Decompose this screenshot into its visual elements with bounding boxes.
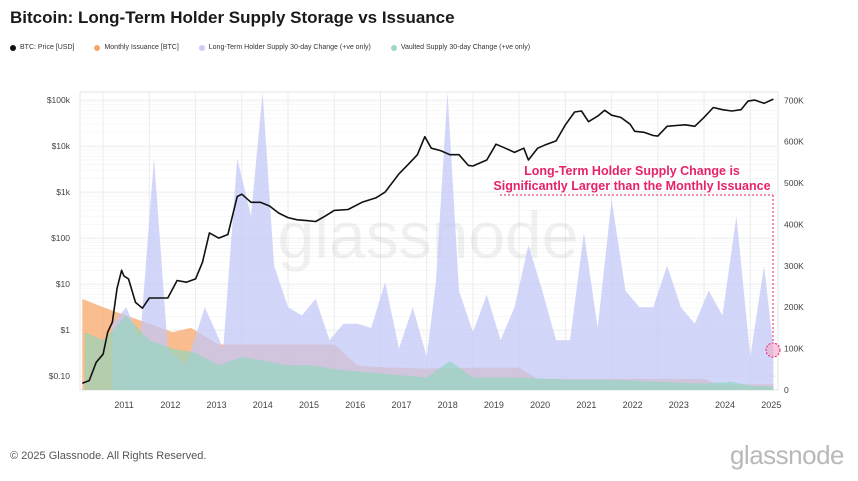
annotation-highlight-circle bbox=[765, 342, 781, 358]
area-series bbox=[82, 92, 774, 390]
watermark-text: glassnode bbox=[278, 198, 579, 272]
legend-item-lth[interactable]: Long-Term Holder Supply 30-day Change (+… bbox=[198, 44, 371, 51]
y-right-tick-label: 600K bbox=[784, 137, 804, 147]
x-tick-label: 2022 bbox=[623, 400, 643, 410]
annotation-line-2: Significantly Larger than the Monthly Is… bbox=[493, 179, 770, 193]
legend-swatch-vaulted bbox=[390, 44, 397, 51]
legend-label-vaulted: Vaulted Supply 30-day Change (+ve only) bbox=[400, 44, 531, 51]
y-right-tick-label: 0 bbox=[784, 385, 789, 395]
y-right-tick-label: 300K bbox=[784, 261, 804, 271]
axes: $0.10 $1 $10 $100 $1k $10k $100k 0 100K 200K 300K 4… bbox=[47, 95, 804, 410]
x-tick-label: 2012 bbox=[160, 400, 180, 410]
y-right-tick-label: 400K bbox=[784, 219, 804, 229]
y-right-tick-label: 500K bbox=[784, 178, 804, 188]
y-left-tick-label: $10k bbox=[52, 141, 71, 151]
x-tick-label: 2018 bbox=[438, 400, 458, 410]
legend-swatch-lth bbox=[198, 44, 205, 51]
y-right-tick-label: 700K bbox=[784, 95, 804, 105]
legend-swatch-issuance bbox=[94, 44, 101, 51]
legend-label-price: BTC: Price [USD] bbox=[20, 44, 75, 51]
footer-copyright: © 2025 Glassnode. All Rights Reserved. bbox=[10, 450, 207, 462]
x-tick-label: 2019 bbox=[484, 400, 504, 410]
legend-swatch-price bbox=[10, 44, 16, 51]
x-tick-label: 2024 bbox=[715, 400, 735, 410]
legend-item-price[interactable]: BTC: Price [USD] bbox=[10, 44, 74, 51]
legend-item-issuance[interactable]: Monthly Issuance [BTC] bbox=[94, 44, 179, 51]
y-right-tick-label: 200K bbox=[784, 302, 804, 312]
x-tick-label: 2025 bbox=[761, 400, 781, 410]
y-right-tick-label: 100K bbox=[784, 344, 804, 354]
vaulted-change-area bbox=[84, 315, 774, 390]
legend-label-issuance: Monthly Issuance [BTC] bbox=[104, 44, 179, 51]
annotation-line-1: Long-Term Holder Supply Change is bbox=[524, 164, 740, 178]
y-left-tick-label: $0.10 bbox=[49, 371, 71, 381]
x-tick-label: 2014 bbox=[253, 400, 273, 410]
chart-legend: BTC: Price [USD] Monthly Issuance [BTC] … bbox=[10, 44, 530, 51]
x-tick-label: 2017 bbox=[391, 400, 411, 410]
x-tick-label: 2011 bbox=[114, 400, 133, 410]
x-tick-label: 2015 bbox=[299, 400, 319, 410]
y-left-tick-label: $10 bbox=[56, 279, 70, 289]
x-tick-label: 2016 bbox=[345, 400, 365, 410]
footer-logo[interactable]: glassnode bbox=[729, 440, 845, 470]
x-tick-label: 2013 bbox=[207, 400, 227, 410]
y-left-tick-label: $1k bbox=[56, 187, 70, 197]
legend-label-lth: Long-Term Holder Supply 30-day Change (+… bbox=[208, 44, 371, 51]
lth-change-area bbox=[112, 92, 774, 390]
chart-title: Bitcoin: Long-Term Holder Supply Storage… bbox=[10, 8, 455, 27]
price-series bbox=[82, 98, 774, 385]
y-left-tick-label: $1 bbox=[61, 325, 71, 335]
y-left-tick-label: $100k bbox=[47, 95, 71, 105]
legend-item-vaulted[interactable]: Vaulted Supply 30-day Change (+ve only) bbox=[390, 44, 531, 51]
price-line bbox=[82, 98, 774, 385]
x-tick-label: 2020 bbox=[530, 400, 550, 410]
y-left-tick-label: $100 bbox=[51, 233, 70, 243]
x-tick-label: 2021 bbox=[576, 400, 596, 410]
x-tick-label: 2023 bbox=[669, 400, 689, 410]
annotation: Long-Term Holder Supply Change is Signif… bbox=[493, 164, 781, 358]
